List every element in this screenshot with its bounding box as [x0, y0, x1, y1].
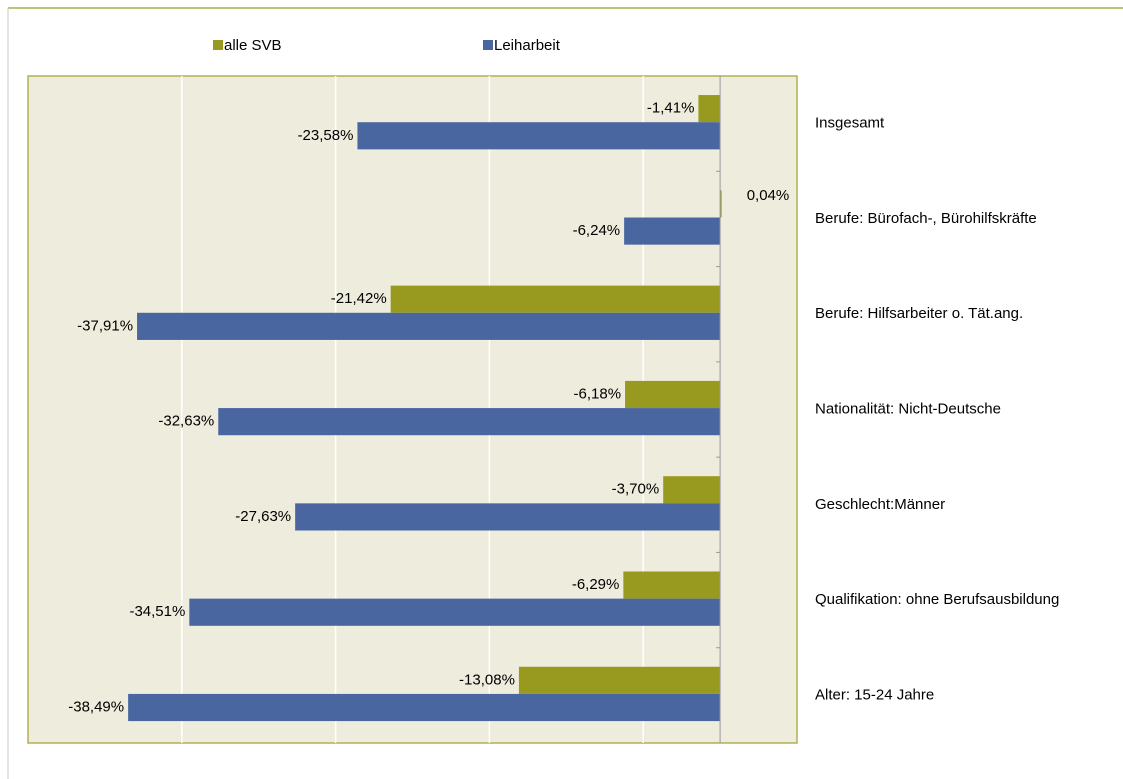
- legend-swatch: [483, 40, 493, 50]
- category-label: Geschlecht:Männer: [815, 496, 945, 513]
- data-label: -21,42%: [331, 290, 387, 307]
- category-label: Berufe: Bürofach-, Bürohilfskräfte: [815, 210, 1037, 227]
- legend-swatch: [213, 40, 223, 50]
- category-label: Berufe: Hilfsarbeiter o. Tät.ang.: [815, 305, 1023, 322]
- bar: [218, 408, 721, 436]
- category-label: Nationalität: Nicht-Deutsche: [815, 400, 1001, 417]
- data-label: -27,63%: [235, 508, 291, 525]
- bar: [357, 122, 721, 150]
- bar: [189, 598, 721, 626]
- legend-label: alle SVB: [224, 37, 282, 54]
- bar: [518, 666, 721, 694]
- data-label: -13,08%: [459, 671, 515, 688]
- data-label: -6,18%: [574, 385, 622, 402]
- data-label: -32,63%: [158, 413, 214, 430]
- data-label: -3,70%: [612, 481, 660, 498]
- data-label: -6,29%: [572, 576, 620, 593]
- bar: [623, 571, 721, 599]
- bar: [698, 95, 721, 123]
- bar: [137, 312, 721, 340]
- category-label: Insgesamt: [815, 115, 885, 132]
- data-label: -37,91%: [77, 317, 133, 334]
- data-label: -34,51%: [129, 603, 185, 620]
- bar: [390, 285, 721, 313]
- legend-label: Leiharbeit: [494, 37, 561, 54]
- data-label: -6,24%: [573, 222, 621, 239]
- bar: [295, 503, 721, 531]
- category-label: Qualifikation: ohne Berufsausbildung: [815, 591, 1059, 608]
- category-label: Alter: 15-24 Jahre: [815, 686, 934, 703]
- bar: [663, 476, 721, 504]
- data-label: 0,04%: [747, 187, 790, 204]
- data-label: -1,41%: [647, 100, 695, 117]
- bar: [720, 190, 722, 218]
- bar: [625, 380, 721, 409]
- data-label: -23,58%: [298, 127, 354, 144]
- data-label: -38,49%: [68, 698, 124, 715]
- bar: [128, 693, 721, 722]
- bar: [624, 217, 721, 245]
